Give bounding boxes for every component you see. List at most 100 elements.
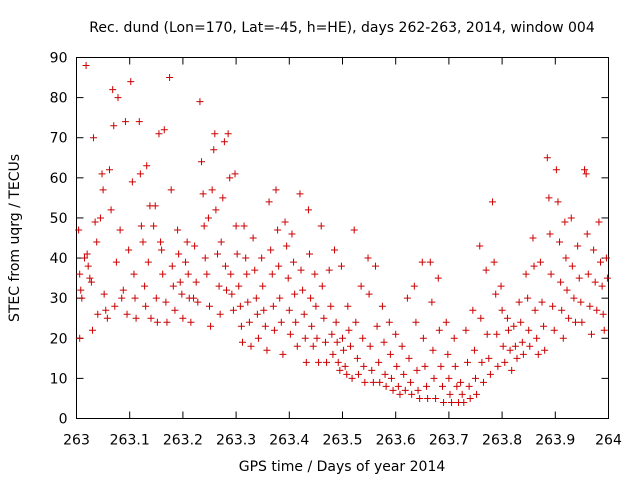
data-point	[337, 262, 345, 270]
data-point	[333, 338, 341, 346]
data-point	[430, 374, 438, 382]
data-point	[169, 282, 177, 290]
data-point	[306, 250, 314, 258]
data-point	[327, 302, 335, 310]
data-point	[221, 262, 229, 270]
data-point	[228, 290, 236, 298]
data-point	[343, 370, 351, 378]
data-point	[540, 322, 548, 330]
data-point	[183, 238, 191, 246]
data-point	[210, 146, 218, 154]
data-point	[258, 254, 266, 262]
data-point	[339, 334, 346, 342]
data-point	[167, 186, 175, 194]
data-point	[479, 378, 487, 386]
data-point	[207, 322, 215, 330]
data-point	[90, 134, 98, 142]
data-point	[446, 390, 454, 398]
data-point	[567, 214, 575, 222]
data-point	[141, 282, 149, 290]
data-point	[533, 334, 541, 342]
data-point	[223, 286, 231, 294]
data-point	[582, 170, 590, 178]
data-point	[442, 318, 450, 326]
data-point	[279, 350, 287, 358]
data-point	[525, 326, 533, 334]
data-point	[350, 226, 358, 234]
data-point	[226, 174, 234, 182]
data-point	[238, 338, 246, 346]
data-point	[328, 330, 336, 338]
data-point	[450, 334, 458, 342]
data-point	[429, 346, 437, 354]
data-point	[245, 318, 253, 326]
data-point	[150, 222, 158, 230]
data-point	[112, 258, 120, 266]
data-point	[373, 322, 381, 330]
data-point	[578, 318, 586, 326]
data-point	[508, 366, 516, 374]
data-point	[492, 290, 500, 298]
data-point	[194, 298, 202, 306]
data-point	[159, 270, 167, 278]
data-point	[212, 206, 220, 214]
data-point	[297, 266, 305, 274]
data-point	[307, 294, 315, 302]
data-point	[317, 222, 325, 230]
data-point	[128, 178, 136, 186]
data-point	[529, 234, 537, 242]
data-point	[536, 258, 544, 266]
data-point	[364, 254, 372, 262]
data-point	[332, 318, 340, 326]
y-tick-label: 70	[50, 131, 68, 147]
data-point	[247, 342, 255, 350]
data-point	[308, 322, 316, 330]
data-point	[208, 186, 216, 194]
data-point	[378, 302, 386, 310]
data-point	[432, 394, 440, 402]
data-point	[445, 374, 453, 382]
data-point	[243, 270, 251, 278]
data-point	[155, 130, 163, 138]
data-point	[428, 298, 436, 306]
data-point	[464, 358, 472, 366]
data-point	[144, 258, 152, 266]
data-point	[541, 346, 549, 354]
data-point	[93, 238, 101, 246]
data-point	[382, 382, 390, 390]
x-tick-label: 263.9	[535, 433, 575, 449]
x-axis-label: GPS time / Days of year 2014	[239, 459, 446, 475]
data-point	[160, 126, 168, 134]
data-point	[565, 314, 573, 322]
data-point	[233, 250, 241, 258]
data-point	[110, 122, 118, 130]
data-point	[559, 334, 567, 342]
data-point	[494, 362, 502, 370]
y-tick-label: 60	[50, 171, 68, 187]
data-point	[371, 262, 379, 270]
data-point	[396, 390, 404, 398]
data-point	[163, 318, 171, 326]
data-point	[311, 270, 319, 278]
data-point	[448, 398, 456, 406]
data-point	[439, 382, 447, 390]
data-point	[591, 278, 599, 286]
data-point	[597, 258, 605, 266]
data-point	[184, 270, 192, 278]
data-point	[416, 394, 424, 402]
x-tick-label: 263.8	[482, 433, 522, 449]
data-point	[136, 170, 144, 178]
data-point	[517, 318, 525, 326]
data-point	[216, 310, 224, 318]
data-point	[400, 370, 408, 378]
data-point	[198, 158, 206, 166]
data-point	[76, 334, 84, 342]
data-point	[401, 386, 409, 394]
data-point	[147, 314, 155, 322]
x-tick-label: 263.7	[429, 433, 469, 449]
data-point	[407, 378, 415, 386]
x-tick-label: 263.3	[216, 433, 256, 449]
data-point	[300, 310, 308, 318]
data-point	[413, 366, 421, 374]
data-point	[263, 346, 271, 354]
